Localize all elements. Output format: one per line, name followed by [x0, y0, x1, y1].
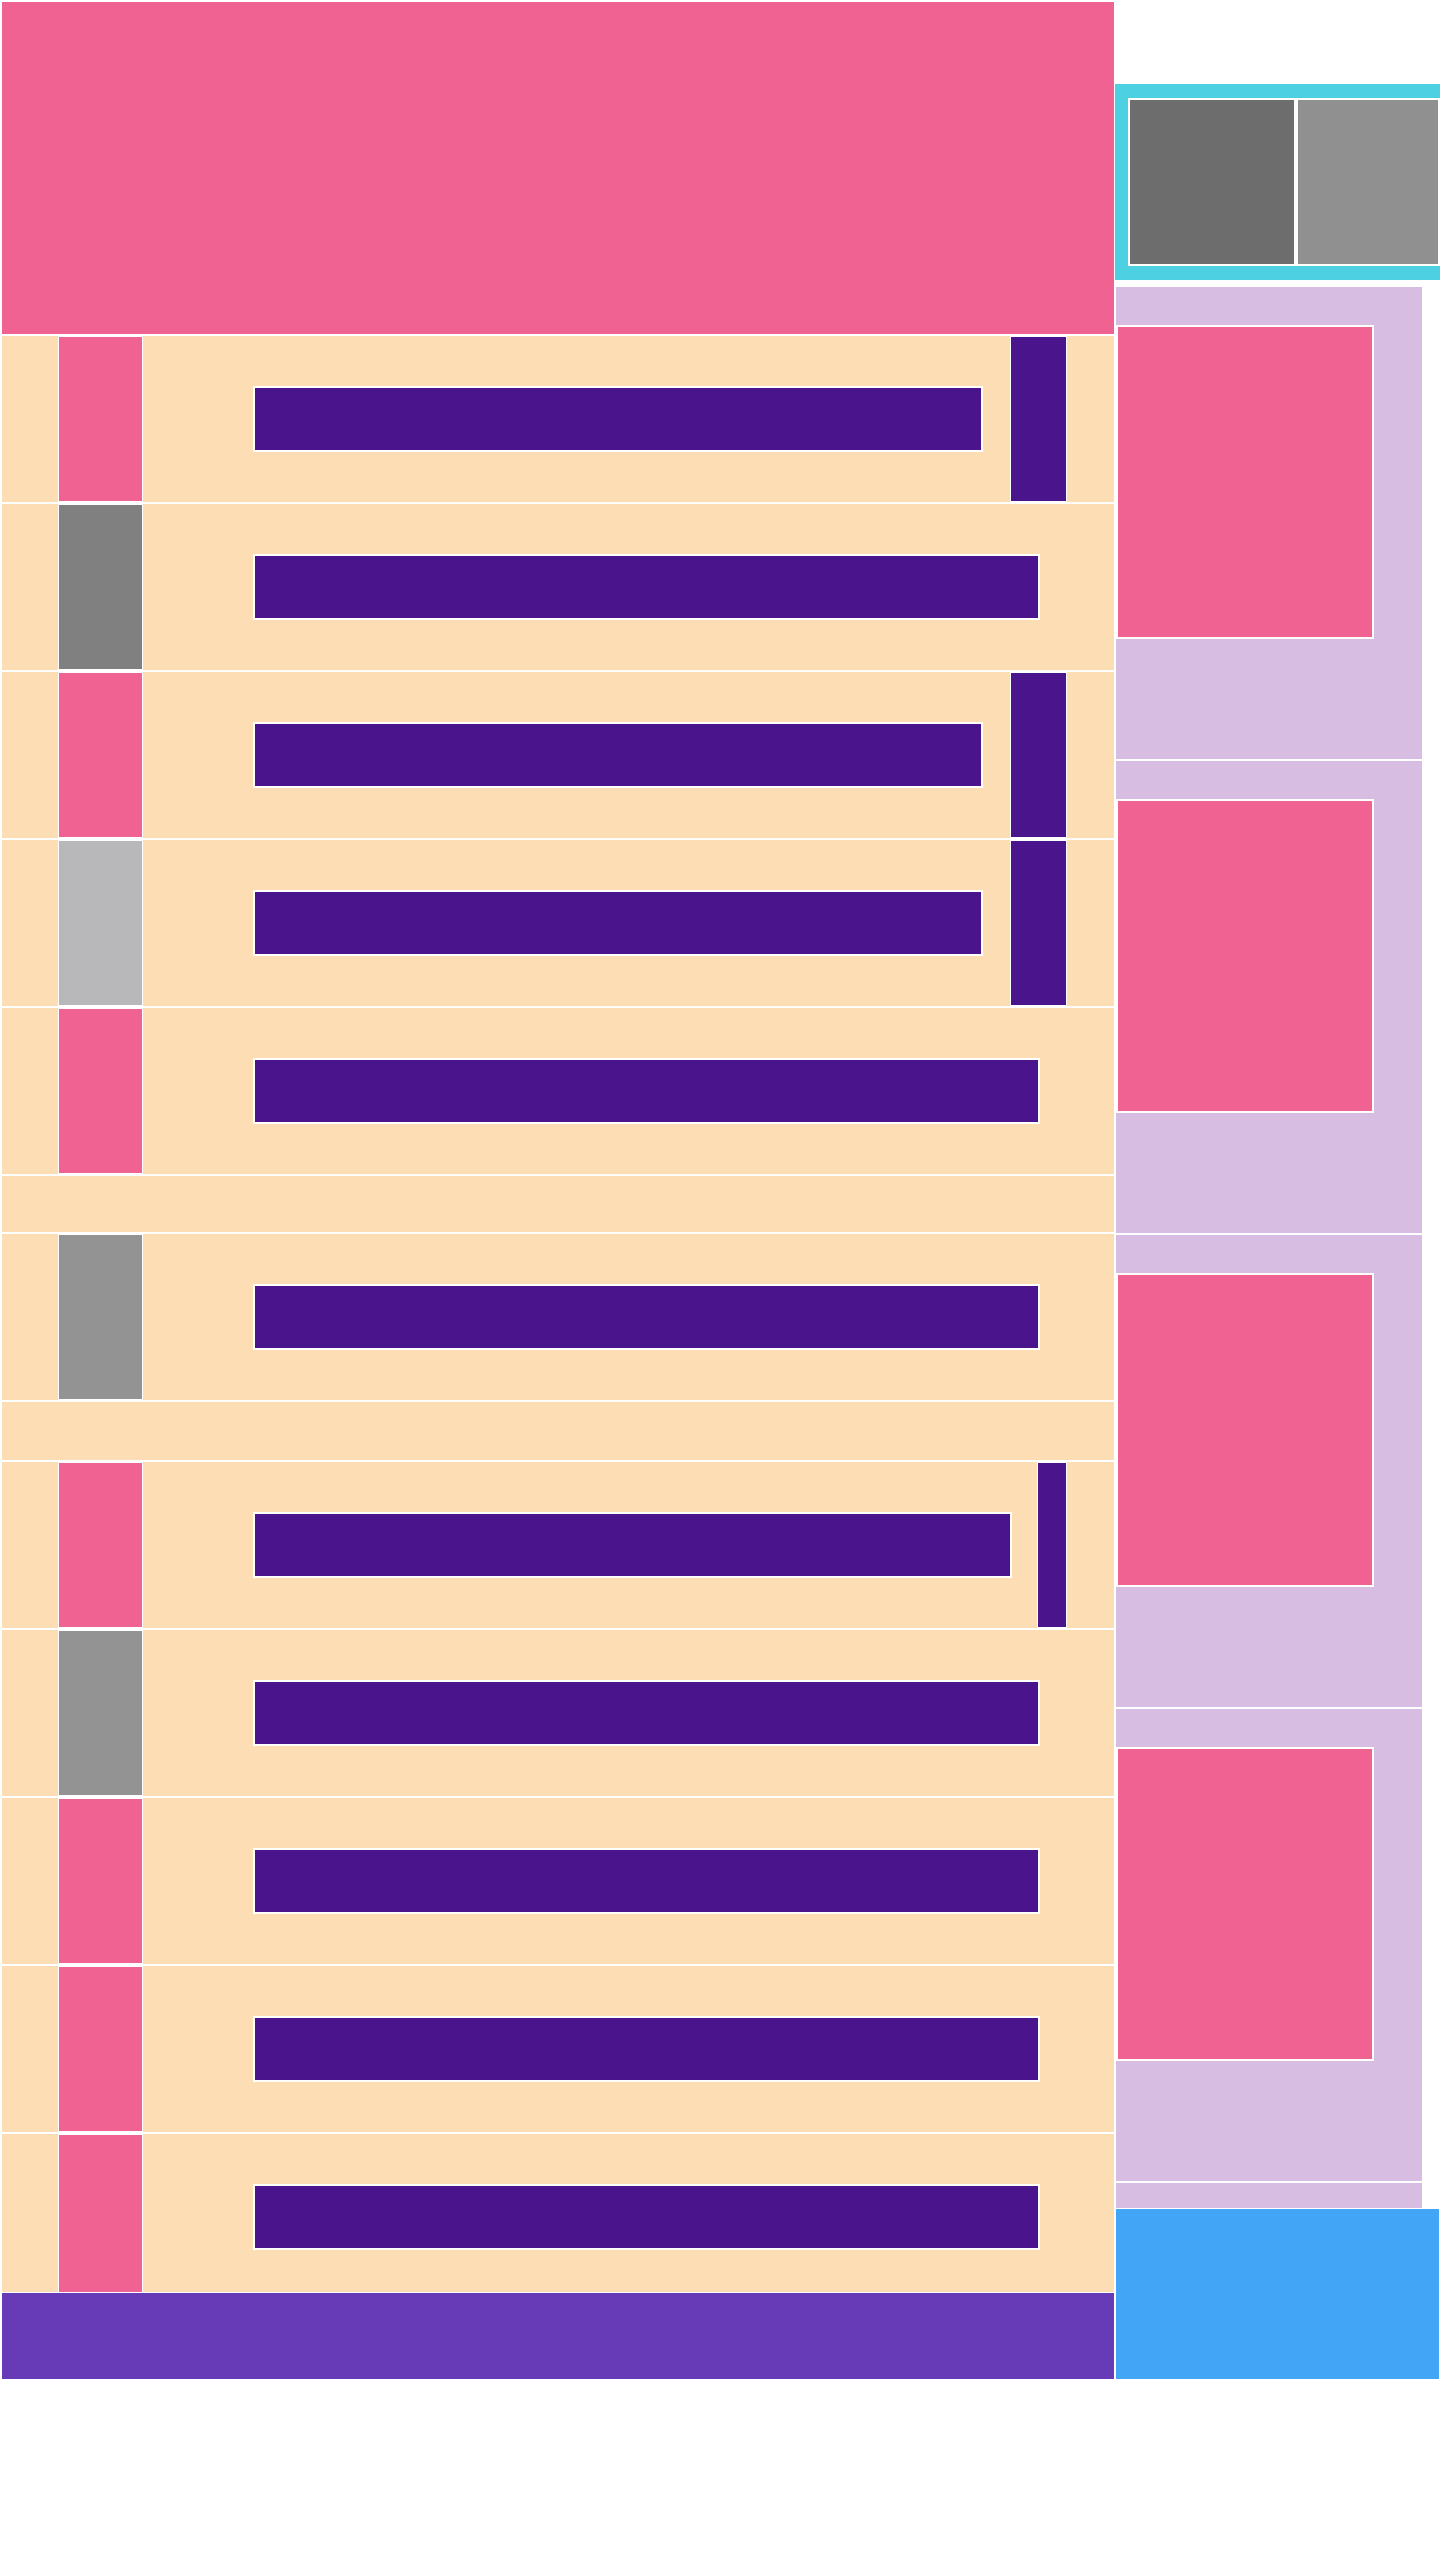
- item-side-bar[interactable]: [1010, 672, 1067, 838]
- item-title-bar: [253, 2184, 1040, 2250]
- list-item[interactable]: [1, 839, 1115, 1007]
- item-thumbnail: [58, 1008, 143, 1174]
- list-item[interactable]: [1, 1233, 1115, 1401]
- list-item[interactable]: [1, 335, 1115, 503]
- tab-bar: [1115, 84, 1440, 280]
- side-card-image: [1116, 325, 1374, 639]
- item-title-bar: [253, 1512, 1012, 1578]
- item-side-bar[interactable]: [1010, 840, 1067, 1006]
- list-item[interactable]: [1, 2133, 1115, 2301]
- item-thumbnail: [58, 672, 143, 838]
- item-thumbnail: [58, 1798, 143, 1964]
- side-card[interactable]: [1115, 760, 1423, 1234]
- header-banner: [1, 1, 1115, 335]
- item-title-bar: [253, 386, 983, 452]
- side-card-image: [1116, 1273, 1374, 1587]
- item-thumbnail: [58, 1630, 143, 1796]
- item-title-bar: [253, 554, 1040, 620]
- item-title-bar: [253, 890, 983, 956]
- item-thumbnail: [58, 1462, 143, 1628]
- list-item[interactable]: [1, 671, 1115, 839]
- side-card[interactable]: [1115, 286, 1423, 760]
- list-item[interactable]: [1, 503, 1115, 671]
- list-item[interactable]: [1, 1797, 1115, 1965]
- section-divider: [1, 1401, 1115, 1461]
- item-title-bar: [253, 1848, 1040, 1914]
- side-card[interactable]: [1115, 1708, 1423, 2182]
- item-title-bar: [253, 1284, 1040, 1350]
- section-divider: [1, 1175, 1115, 1233]
- item-thumbnail: [58, 1234, 143, 1400]
- item-side-bar[interactable]: [1037, 1462, 1067, 1628]
- side-card-image: [1116, 1747, 1374, 2061]
- side-card-image: [1116, 799, 1374, 1113]
- item-title-bar: [253, 1680, 1040, 1746]
- item-title-bar: [253, 1058, 1040, 1124]
- tab-1[interactable]: [1128, 98, 1296, 266]
- item-thumbnail: [58, 2134, 143, 2300]
- list-item[interactable]: [1, 1965, 1115, 2133]
- item-thumbnail: [58, 840, 143, 1006]
- item-title-bar: [253, 2016, 1040, 2082]
- list-item[interactable]: [1, 1461, 1115, 1629]
- action-panel[interactable]: [1115, 2208, 1440, 2380]
- item-title-bar: [253, 722, 983, 788]
- list-item[interactable]: [1, 1629, 1115, 1797]
- item-thumbnail: [58, 1966, 143, 2132]
- side-card[interactable]: [1115, 1234, 1423, 1708]
- item-thumbnail: [58, 336, 143, 502]
- item-thumbnail: [58, 504, 143, 670]
- list-item[interactable]: [1, 1007, 1115, 1175]
- tab-2[interactable]: [1296, 98, 1440, 266]
- item-side-bar[interactable]: [1010, 336, 1067, 502]
- footer-bar[interactable]: [1, 2292, 1115, 2380]
